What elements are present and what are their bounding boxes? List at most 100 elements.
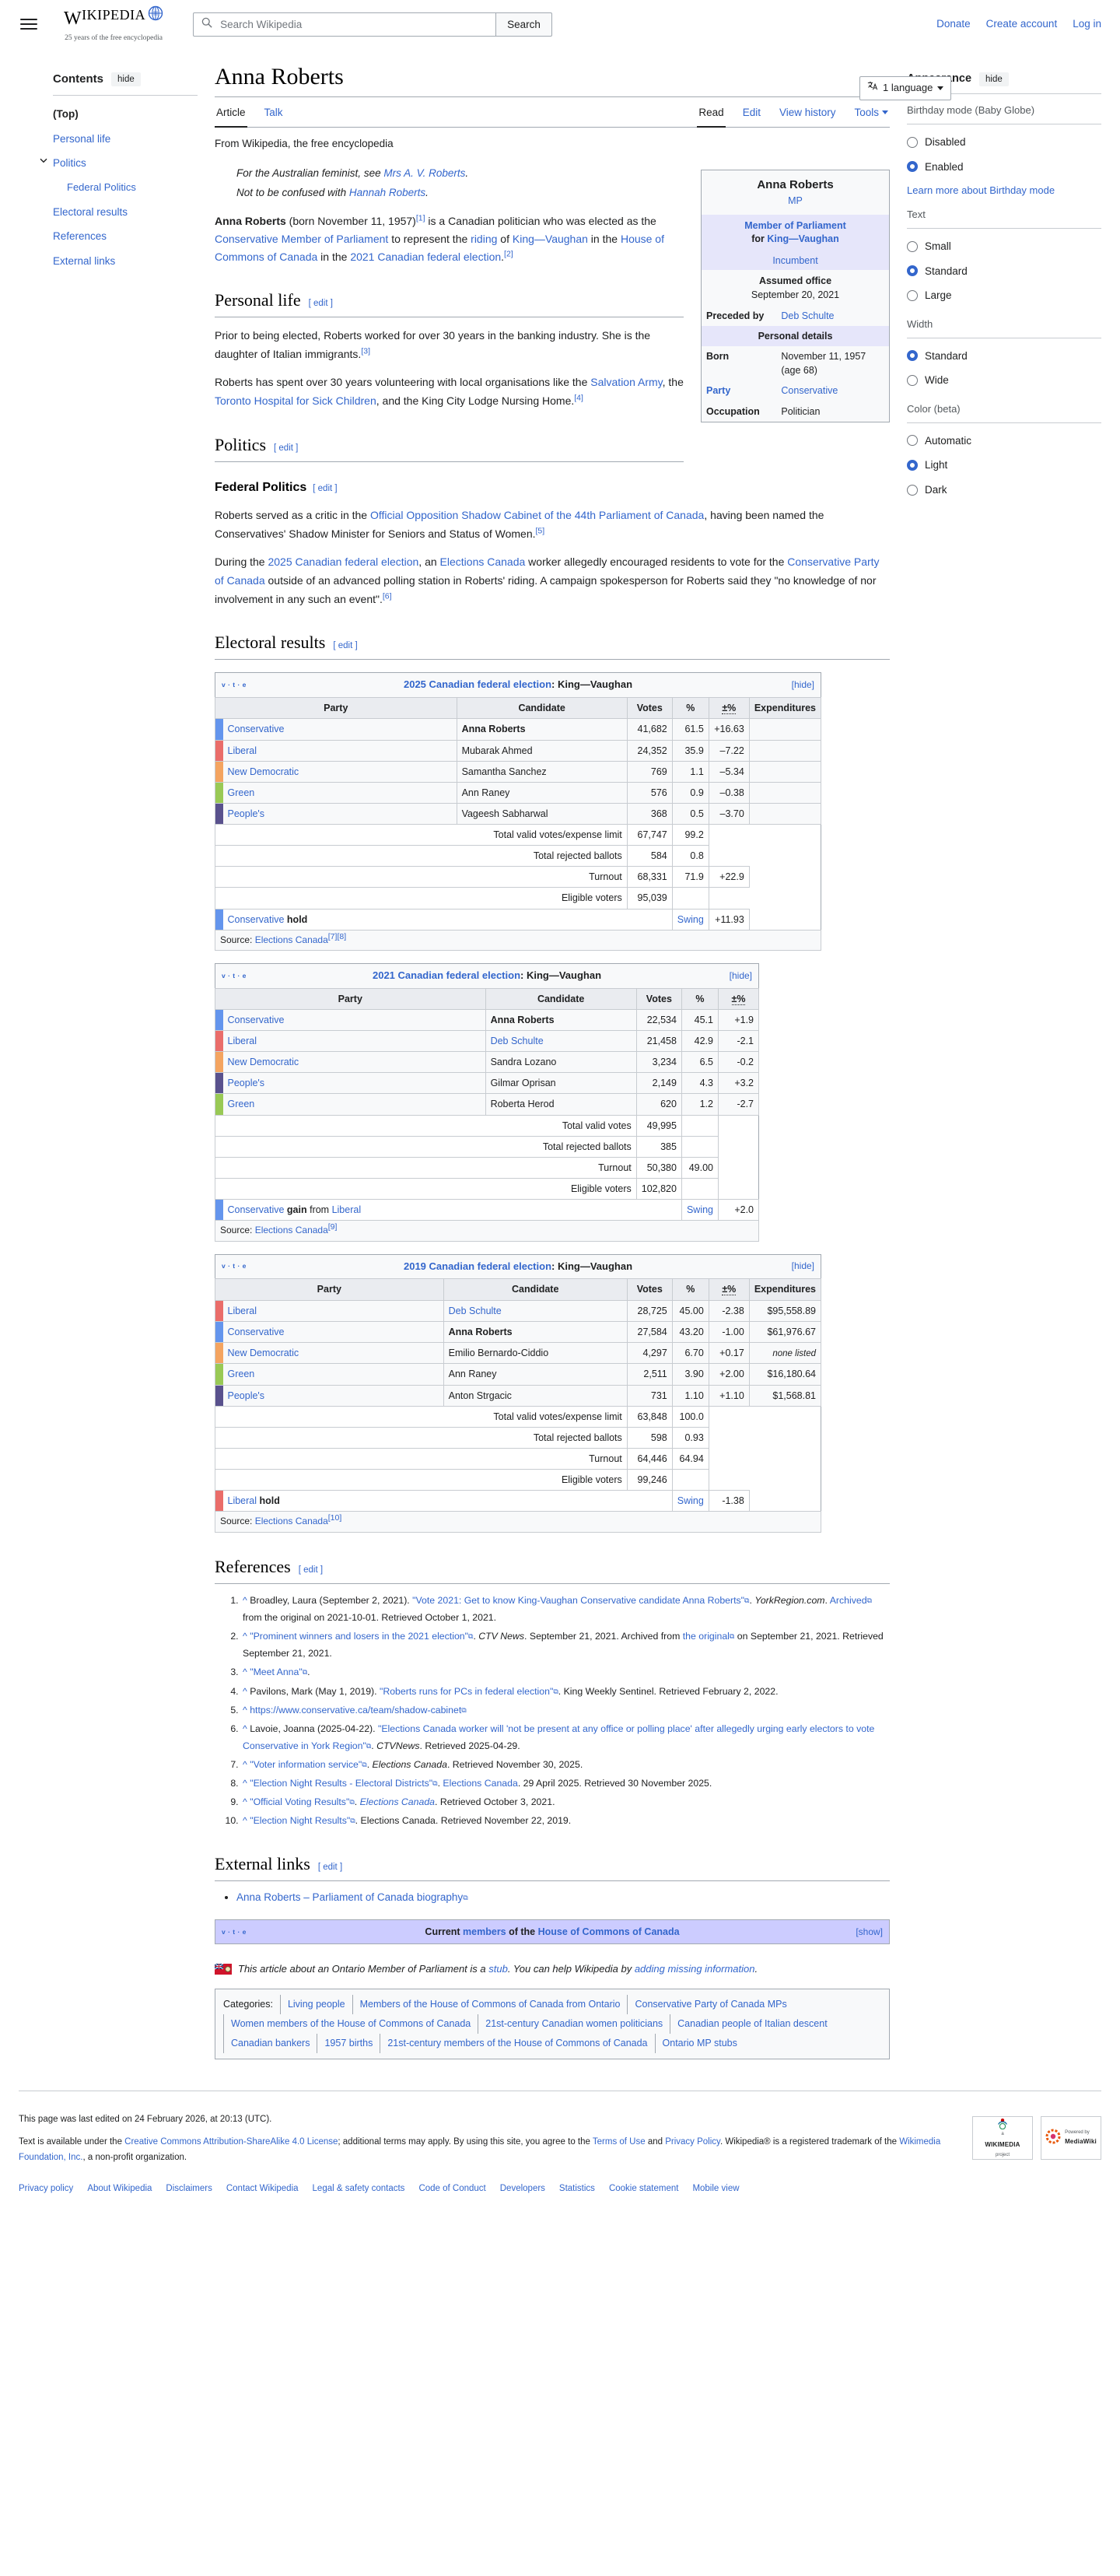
reference-link[interactable]: "Roberts runs for PCs in federal electio… xyxy=(379,1685,554,1697)
toc-hide-button[interactable]: hide xyxy=(111,72,141,86)
edit-section-link[interactable]: [ edit ] xyxy=(298,1565,324,1575)
toc-link-politics[interactable]: Politics xyxy=(53,157,86,170)
election-hide-button[interactable]: [hide] xyxy=(729,969,752,981)
toc-link-top[interactable]: (Top) xyxy=(53,108,79,120)
ref-marker-2[interactable]: [2] xyxy=(504,249,513,259)
lead-link-2021-election[interactable]: 2021 Canadian federal election xyxy=(350,251,502,264)
radio-text-small[interactable]: Small xyxy=(907,234,1101,259)
party-link[interactable]: Conservative xyxy=(227,1014,285,1025)
chevron-down-icon[interactable] xyxy=(39,156,48,165)
reference-link[interactable]: https://www.conservative.ca/team/shadow-… xyxy=(250,1704,462,1716)
navbox-vte-links[interactable]: v · t · e xyxy=(222,1927,247,1936)
toc-link-electoral-results[interactable]: Electoral results xyxy=(53,205,128,218)
result-party-link[interactable]: Conservative xyxy=(227,1204,285,1216)
result-party-link[interactable]: Liberal xyxy=(227,1495,257,1507)
backlink-caret-icon[interactable]: ^ xyxy=(243,1778,247,1789)
reference-link[interactable]: "Vote 2021: Get to know King-Vaughan Con… xyxy=(412,1594,745,1606)
radio-width-wide[interactable]: Wide xyxy=(907,368,1101,393)
footer-link[interactable]: Code of Conduct xyxy=(418,2184,486,2194)
reference-link[interactable]: "Elections Canada worker will 'not be pr… xyxy=(243,1723,875,1751)
result-party-link[interactable]: Conservative xyxy=(227,913,285,925)
link-salvation-army[interactable]: Salvation Army xyxy=(590,375,663,388)
source-link[interactable]: Elections Canada xyxy=(254,1225,328,1236)
infobox-preceded-by-value[interactable]: Deb Schulte xyxy=(781,310,835,321)
lead-link-mp[interactable]: Member of Parliament xyxy=(281,232,389,245)
source-link[interactable]: Elections Canada xyxy=(254,934,328,945)
tab-read[interactable]: Read xyxy=(697,98,726,128)
party-link[interactable]: Liberal xyxy=(227,745,257,756)
vte-links[interactable]: v · t · e xyxy=(222,681,247,689)
footer-link[interactable]: Legal & safety contacts xyxy=(312,2184,405,2194)
hatnote-1-link[interactable]: Mrs A. V. Roberts xyxy=(383,166,466,179)
reference-publication-link[interactable]: Elections Canada xyxy=(359,1796,435,1808)
toc-link-personal-life[interactable]: Personal life xyxy=(53,132,111,145)
wikipedia-logo[interactable]: W IKIPEDIA 25 years of the free encyclope… xyxy=(64,4,163,44)
edit-section-link[interactable]: [ edit ] xyxy=(274,443,299,453)
link-privacy-policy[interactable]: Privacy Policy xyxy=(665,2136,720,2147)
tab-talk[interactable]: Talk xyxy=(264,106,283,118)
link-elections-canada[interactable]: Elections Canada xyxy=(439,555,526,568)
category-link[interactable]: Members of the House of Commons of Canad… xyxy=(352,1995,628,2015)
footer-link[interactable]: Cookie statement xyxy=(608,2184,679,2194)
party-link[interactable]: Green xyxy=(227,1099,255,1110)
candidate-link[interactable]: Deb Schulte xyxy=(490,1036,544,1047)
radio-birthday-disabled[interactable]: Disabled xyxy=(907,130,1101,155)
backlink-caret-icon[interactable]: ^ xyxy=(243,1704,247,1716)
toc-link-external-links[interactable]: External links xyxy=(53,254,116,267)
category-link[interactable]: Canadian people of Italian descent xyxy=(670,2014,835,2035)
radio-color-automatic[interactable]: Automatic xyxy=(907,429,1101,454)
radio-color-light[interactable]: Light xyxy=(907,453,1101,478)
ref-marker-4[interactable]: [4] xyxy=(574,393,583,403)
reference-link[interactable]: "Meet Anna" xyxy=(250,1667,303,1678)
tab-edit[interactable]: Edit xyxy=(742,106,761,118)
tab-tools[interactable]: Tools xyxy=(852,98,890,128)
footer-link[interactable]: Disclaimers xyxy=(166,2184,212,2194)
ref-marker-6[interactable]: [6] xyxy=(382,591,392,601)
election-title-link[interactable]: 2019 Canadian federal election xyxy=(403,1260,552,1272)
language-selector-button[interactable]: 1 language xyxy=(859,76,952,100)
party-link[interactable]: New Democratic xyxy=(227,1057,299,1068)
source-ref-markers[interactable]: [10] xyxy=(327,1513,342,1523)
toc-link-federal-politics[interactable]: Federal Politics xyxy=(67,180,136,193)
learn-more-birthday-mode-link[interactable]: Learn more about Birthday mode xyxy=(907,184,1055,197)
backlink-caret-icon[interactable]: ^ xyxy=(243,1815,247,1827)
ref-marker-1[interactable]: [1] xyxy=(415,213,425,223)
candidate-link[interactable]: Deb Schulte xyxy=(448,1305,502,1316)
reference-link[interactable]: Archived xyxy=(829,1594,867,1606)
link-terms-of-use[interactable]: Terms of Use xyxy=(592,2136,646,2147)
link-shadow-cabinet[interactable]: Official Opposition Shadow Cabinet of th… xyxy=(369,509,705,522)
party-link[interactable]: Liberal xyxy=(227,1036,257,1047)
party-link[interactable]: Green xyxy=(227,1369,255,1380)
election-title-link[interactable]: 2025 Canadian federal election xyxy=(403,678,552,691)
vte-links[interactable]: v · t · e xyxy=(222,971,247,980)
category-link[interactable]: Ontario MP stubs xyxy=(654,2034,744,2054)
infobox-office-line1[interactable]: Member of Parliament xyxy=(744,219,846,231)
wikimedia-badge[interactable]: a WIKIMEDIA project xyxy=(972,2116,1033,2161)
footer-link[interactable]: Privacy policy xyxy=(19,2184,74,2194)
link-sick-kids[interactable]: Toronto Hospital for Sick Children xyxy=(215,394,376,407)
source-ref-markers[interactable]: [9] xyxy=(327,1222,338,1232)
search-box[interactable] xyxy=(193,12,497,37)
category-link[interactable]: 21st-century Canadian women politicians xyxy=(478,2014,670,2035)
party-link[interactable]: People's xyxy=(227,1078,265,1089)
ref-marker-3[interactable]: [3] xyxy=(361,346,371,356)
party-link[interactable]: Conservative xyxy=(227,724,285,735)
link-wikimedia-foundation[interactable]: Wikimedia Foundation, Inc. xyxy=(19,2136,941,2163)
backlink-caret-icon[interactable]: ^ xyxy=(243,1594,247,1606)
category-link[interactable]: Living people xyxy=(279,1995,352,2015)
backlink-caret-icon[interactable]: ^ xyxy=(243,1796,247,1808)
category-link[interactable]: 1957 births xyxy=(317,2034,380,2054)
backlink-caret-icon[interactable]: ^ xyxy=(243,1667,247,1678)
footer-link[interactable]: Contact Wikipedia xyxy=(226,2184,299,2194)
category-link[interactable]: Conservative Party of Canada MPs xyxy=(627,1995,793,2015)
footer-link[interactable]: Mobile view xyxy=(692,2184,740,2194)
tab-article[interactable]: Article xyxy=(215,98,247,128)
reference-link[interactable]: "Official Voting Results" xyxy=(250,1796,350,1808)
source-link[interactable]: Elections Canada xyxy=(254,1516,328,1527)
radio-text-standard[interactable]: Standard xyxy=(907,259,1101,284)
edit-section-link[interactable]: [ edit ] xyxy=(333,641,358,651)
tab-view-history[interactable]: View history xyxy=(779,106,836,118)
election-hide-button[interactable]: [hide] xyxy=(791,1260,814,1272)
link-2025-election[interactable]: 2025 Canadian federal election xyxy=(268,555,419,568)
hatnote-2-link[interactable]: Hannah Roberts xyxy=(348,187,426,199)
